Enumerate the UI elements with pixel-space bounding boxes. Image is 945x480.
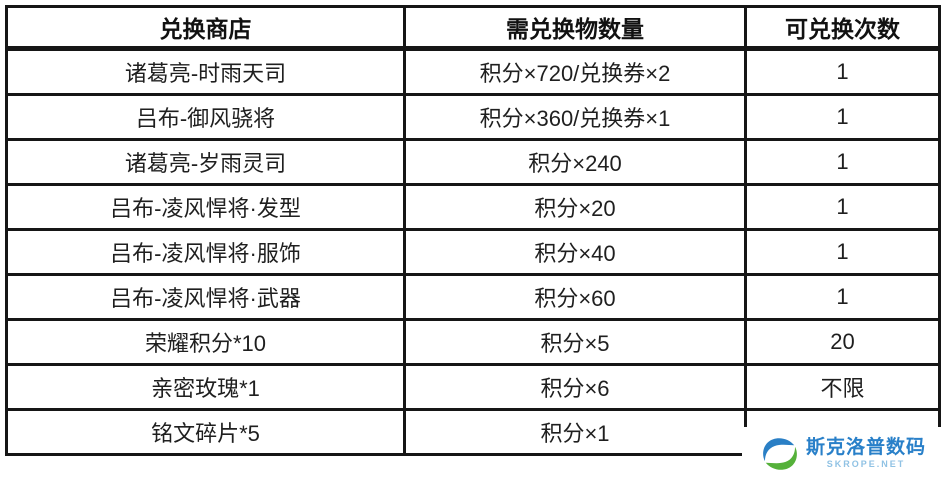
cell-item-name: 荣耀积分*10	[5, 318, 406, 366]
watermark-site: SKROPE.NET	[826, 459, 906, 469]
cell-exchange-times: 1	[744, 138, 941, 186]
cell-cost: 积分×1	[403, 408, 747, 456]
watermark-text: 斯克洛普数码 SKROPE.NET	[806, 438, 926, 469]
cell-exchange-times: 1	[744, 273, 941, 321]
cell-item-name: 铭文碎片*5	[5, 408, 406, 456]
cell-exchange-times: 不限	[744, 363, 941, 411]
table-row: 吕布-凌风悍将·发型 积分×20 1	[5, 183, 941, 231]
table-body: 诸葛亮-时雨天司 积分×720/兑换券×2 1 吕布-御风骁将 积分×360/兑换券×1…	[5, 47, 941, 456]
cell-cost: 积分×60	[403, 273, 747, 321]
cell-item-name: 诸葛亮-岁雨灵司	[5, 138, 406, 186]
cell-cost: 积分×5	[403, 318, 747, 366]
table-row: 吕布-凌风悍将·服饰 积分×40 1	[5, 228, 941, 276]
cell-item-name: 亲密玫瑰*1	[5, 363, 406, 411]
cell-exchange-times: 1	[744, 47, 941, 96]
cell-exchange-times: 20	[744, 318, 941, 366]
cell-item-name: 诸葛亮-时雨天司	[5, 47, 406, 96]
column-header-shop: 兑换商店	[5, 5, 406, 51]
table-row: 荣耀积分*10 积分×5 20	[5, 318, 941, 366]
table-row: 吕布-凌风悍将·武器 积分×60 1	[5, 273, 941, 321]
cell-cost: 积分×360/兑换券×1	[403, 93, 747, 141]
table-header-row: 兑换商店 需兑换物数量 可兑换次数	[5, 5, 941, 51]
cell-exchange-times: 1	[744, 93, 941, 141]
watermark: 斯克洛普数码 SKROPE.NET	[742, 427, 945, 480]
cell-cost: 积分×20	[403, 183, 747, 231]
table-row: 诸葛亮-时雨天司 积分×720/兑换券×2 1	[5, 47, 941, 96]
cell-exchange-times: 1	[744, 228, 941, 276]
table-row: 诸葛亮-岁雨灵司 积分×240 1	[5, 138, 941, 186]
table-row: 亲密玫瑰*1 积分×6 不限	[5, 363, 941, 411]
table-row: 吕布-御风骁将 积分×360/兑换券×1 1	[5, 93, 941, 141]
column-header-cost: 需兑换物数量	[403, 5, 747, 51]
cell-cost: 积分×6	[403, 363, 747, 411]
cell-exchange-times: 1	[744, 183, 941, 231]
cell-cost: 积分×720/兑换券×2	[403, 47, 747, 96]
cell-cost: 积分×40	[403, 228, 747, 276]
cell-cost: 积分×240	[403, 138, 747, 186]
exchange-shop-table: 兑换商店 需兑换物数量 可兑换次数 诸葛亮-时雨天司 积分×720/兑换券×2 1 吕…	[5, 5, 941, 456]
column-header-times: 可兑换次数	[744, 5, 941, 51]
skrope-logo-icon	[763, 437, 797, 470]
watermark-name: 斯克洛普数码	[805, 437, 926, 458]
cell-item-name: 吕布-凌风悍将·武器	[5, 273, 406, 321]
cell-item-name: 吕布-凌风悍将·服饰	[5, 228, 406, 276]
cell-item-name: 吕布-御风骁将	[5, 93, 406, 141]
exchange-table-container: 兑换商店 需兑换物数量 可兑换次数 诸葛亮-时雨天司 积分×720/兑换券×2 1 吕…	[5, 5, 941, 456]
cell-item-name: 吕布-凌风悍将·发型	[5, 183, 406, 231]
